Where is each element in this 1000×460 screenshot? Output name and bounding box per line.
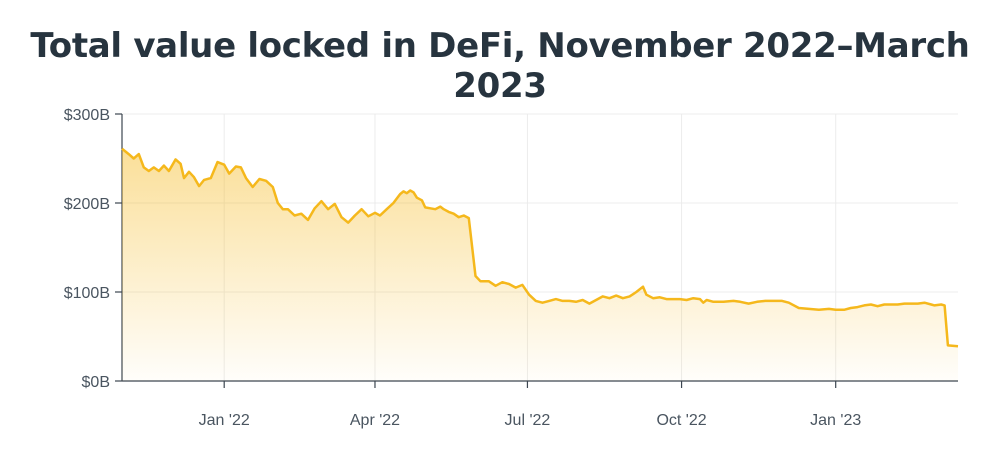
y-tick-label: $300B <box>64 107 110 124</box>
y-tick-label: $100B <box>64 285 110 302</box>
series-line <box>121 147 959 348</box>
y-tick-label: $200B <box>64 196 110 213</box>
x-tick-label: Jan '23 <box>810 412 861 429</box>
chart-title: Total value locked in DeFi, November 202… <box>30 26 970 106</box>
x-tick-label: Jul '22 <box>505 412 551 429</box>
y-axis: $0B $100B $200B $300B <box>64 107 123 391</box>
x-tick-label: Jan '22 <box>199 412 250 429</box>
x-tick-label: Oct '22 <box>656 412 706 429</box>
series-area <box>122 148 958 381</box>
x-axis: Jan '22 Apr '22 Jul '22 Oct '22 Jan '23 <box>122 380 958 429</box>
y-tick-label: $0B <box>82 374 110 391</box>
x-tick-label: Apr '22 <box>350 412 400 429</box>
